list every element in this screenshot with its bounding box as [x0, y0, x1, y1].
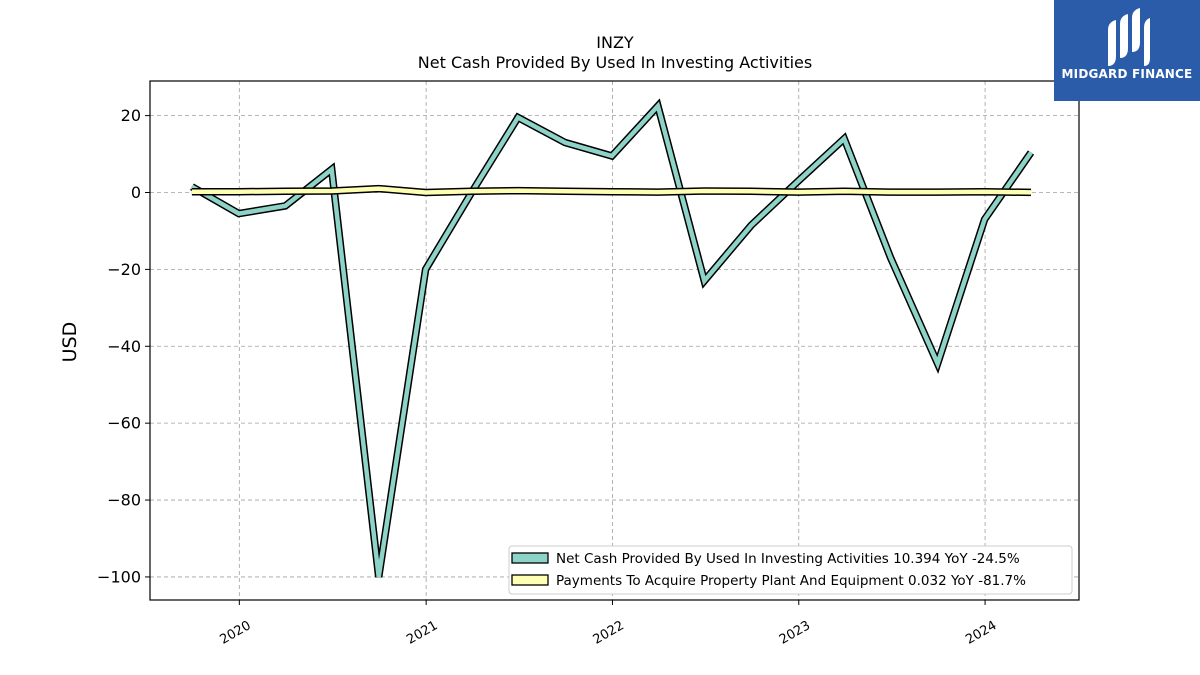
data-point [1030, 191, 1032, 193]
data-point [425, 268, 427, 270]
data-point [937, 362, 939, 365]
data-point [564, 190, 566, 192]
legend-swatch-ppe [511, 574, 549, 586]
x-tick-label: 2022 [591, 618, 627, 648]
data-point [191, 191, 193, 193]
x-tick-label: 2023 [777, 618, 813, 648]
data-point [238, 191, 240, 193]
data-point [937, 191, 939, 193]
y-tick-label: −100 [97, 567, 141, 586]
data-point [331, 168, 333, 171]
y-tick-label: 20 [121, 106, 141, 125]
data-point [611, 155, 613, 157]
legend-entry-ppe: Payments To Acquire Property Plant And E… [556, 573, 1026, 589]
data-point [983, 218, 986, 220]
data-point [1030, 151, 1032, 154]
data-point [284, 190, 286, 192]
y-tick-label: −60 [107, 414, 141, 433]
x-tick-label: 2020 [217, 618, 253, 648]
data-point [517, 116, 519, 119]
chart-subtitle: Net Cash Provided By Used In Investing A… [418, 53, 812, 72]
grid [150, 81, 1079, 600]
legend-box [508, 545, 1073, 595]
x-axis: 2020 2021 2022 2023 2024 [217, 600, 999, 648]
logo-text: MIDGARD FINANCE [1061, 67, 1193, 81]
data-point [378, 188, 380, 190]
logo-mark-icon [1108, 8, 1150, 66]
midgard-finance-logo: MIDGARD FINANCE [1054, 0, 1200, 101]
y-tick-label: −20 [107, 260, 141, 279]
data-point [703, 280, 705, 282]
y-axis: 20 0 −20 −40 −60 −80 −100 [97, 106, 150, 586]
legend-swatch-net-cash [511, 552, 549, 564]
data-point [238, 213, 240, 215]
data-point [425, 191, 427, 194]
data-point [703, 190, 705, 192]
legend-entry-net-cash: Net Cash Provided By Used In Investing A… [556, 551, 1020, 567]
data-point [843, 190, 845, 192]
legend: Net Cash Provided By Used In Investing A… [508, 545, 1073, 595]
data-point [517, 189, 519, 192]
series-layer [190, 98, 1035, 578]
data-point [890, 191, 892, 193]
series-outline [190, 98, 1035, 578]
chart-title: INZY [596, 33, 634, 52]
plot-frame [149, 80, 1080, 601]
data-point [564, 141, 566, 144]
x-tick-label: 2024 [963, 618, 999, 648]
y-tick-label: −80 [107, 491, 141, 510]
y-axis-label: USD [59, 322, 81, 363]
y-tick-label: −40 [107, 337, 141, 356]
data-point [284, 205, 286, 207]
data-point [750, 190, 752, 192]
data-point [983, 191, 986, 193]
data-point [843, 138, 845, 140]
data-point [378, 576, 380, 578]
data-point [611, 191, 613, 193]
x-tick-label: 2021 [404, 618, 440, 648]
data-point [331, 190, 333, 192]
y-tick-label: 0 [131, 183, 141, 202]
data-point [890, 257, 892, 259]
data-point [191, 186, 193, 188]
data-point [797, 191, 799, 193]
data-point [657, 191, 659, 193]
data-point [470, 190, 473, 192]
data-point [657, 105, 659, 107]
data-point [750, 224, 752, 226]
data-point [797, 180, 799, 182]
